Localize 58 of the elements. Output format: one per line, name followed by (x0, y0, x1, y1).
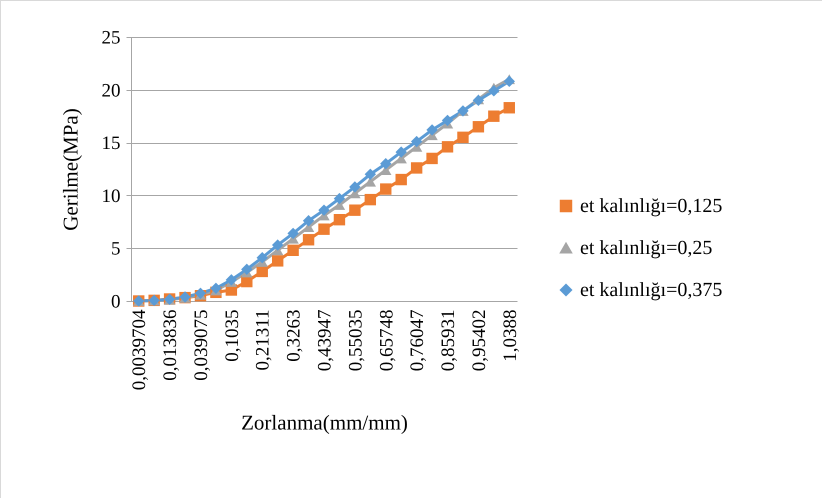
x-tick-label: 0,039075 (190, 310, 212, 381)
x-tick-label: 0,013836 (160, 310, 182, 381)
point (364, 168, 376, 180)
x-tick-label: 0,43947 (314, 310, 336, 372)
x-tick-label: 0,85931 (438, 310, 460, 372)
point (349, 204, 361, 216)
point (442, 114, 454, 126)
point (241, 264, 252, 276)
x-tick-label: 0,65748 (376, 310, 398, 372)
point (210, 282, 222, 294)
point (396, 174, 407, 186)
y-tick-label: 15 (102, 133, 120, 154)
legend-label: et kalınlığı=0,375 (580, 279, 722, 301)
point (380, 158, 392, 170)
legend-label: et kalınlığı=0,25 (580, 237, 712, 259)
y-tick-label: 25 (102, 28, 120, 48)
legend-label: et kalınlığı=0,125 (580, 195, 722, 217)
point (488, 110, 500, 122)
x-tick-label: 0,0039704 (129, 309, 150, 390)
x-tick-label: 1,0388 (500, 310, 521, 362)
point (256, 252, 268, 264)
point (272, 255, 284, 267)
point (410, 162, 422, 174)
y-tick-label: 10 (102, 186, 120, 207)
point (349, 181, 361, 193)
x-tick-label: 0,76047 (407, 310, 428, 372)
point (426, 124, 438, 136)
point (302, 234, 314, 246)
y-tick-label: 20 (102, 80, 120, 102)
point (488, 85, 500, 97)
y-axis-title: Gerilme(MPa) (58, 108, 82, 231)
point (442, 141, 454, 153)
point (504, 76, 515, 88)
point (334, 192, 346, 204)
x-tick-label: 0,3263 (284, 310, 305, 362)
point (457, 132, 469, 144)
x-tick-label: 0,95402 (468, 310, 490, 372)
point (318, 223, 330, 235)
x-tick-label: 0,55035 (345, 310, 366, 372)
point (380, 183, 392, 195)
point (426, 152, 438, 164)
point (287, 244, 299, 256)
point (287, 228, 299, 240)
point (396, 146, 407, 158)
x-tick-label: 0,1035 (222, 310, 243, 362)
point (472, 121, 484, 132)
y-tick-label: 0 (111, 292, 120, 312)
x-tick-label: 0,21311 (252, 310, 274, 371)
point (364, 194, 376, 206)
point (318, 204, 330, 216)
point (272, 239, 284, 251)
point (302, 215, 314, 226)
y-tick-label: 5 (111, 238, 120, 260)
point (504, 102, 515, 114)
point (334, 214, 346, 226)
x-axis-title: Zorlanma(mm/mm) (241, 410, 408, 434)
point (226, 274, 238, 286)
point (410, 136, 422, 148)
